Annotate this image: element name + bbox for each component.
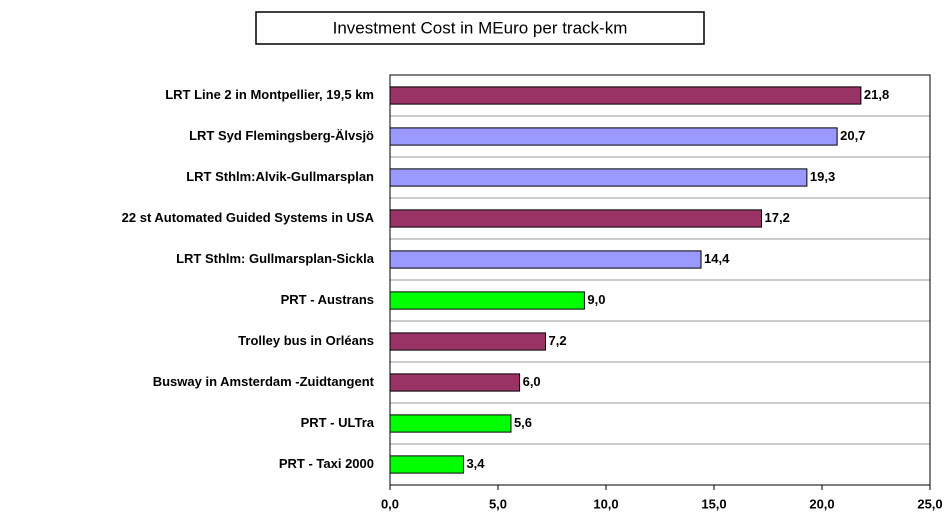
value-label: 3,4 bbox=[466, 456, 485, 471]
bar bbox=[389, 127, 838, 146]
category-label: LRT Syd Flemingsberg-Älvsjö bbox=[189, 128, 374, 143]
x-tick-label: 20,0 bbox=[809, 496, 834, 511]
value-label: 5,6 bbox=[514, 415, 532, 430]
value-label: 6,0 bbox=[523, 374, 541, 389]
bar bbox=[389, 168, 808, 187]
category-label: 22 st Automated Guided Systems in USA bbox=[122, 210, 375, 225]
value-label: 14,4 bbox=[704, 251, 730, 266]
category-label: LRT Line 2 in Montpellier, 19,5 km bbox=[165, 87, 374, 102]
category-label: Busway in Amsterdam -Zuidtangent bbox=[153, 374, 375, 389]
category-label: Trolley bus in Orléans bbox=[238, 333, 374, 348]
bar bbox=[389, 373, 521, 392]
category-label: PRT - Taxi 2000 bbox=[279, 456, 374, 471]
x-tick-label: 0,0 bbox=[381, 496, 399, 511]
title-box bbox=[255, 11, 705, 45]
chart-title: Investment Cost in MEuro per track-km bbox=[333, 18, 628, 37]
category-label: PRT - Austrans bbox=[281, 292, 374, 307]
bar bbox=[389, 86, 862, 105]
bar bbox=[389, 291, 585, 310]
value-label: 7,2 bbox=[549, 333, 567, 348]
value-label: 20,7 bbox=[840, 128, 865, 143]
plot-frame bbox=[389, 74, 931, 486]
x-tick-label: 5,0 bbox=[489, 496, 507, 511]
value-label: 21,8 bbox=[864, 87, 889, 102]
value-label: 19,3 bbox=[810, 169, 835, 184]
bar bbox=[389, 250, 702, 269]
bar bbox=[389, 332, 547, 351]
value-label: 9,0 bbox=[587, 292, 605, 307]
x-tick-label: 25,0 bbox=[917, 496, 942, 511]
bar bbox=[389, 209, 763, 228]
x-tick-label: 10,0 bbox=[593, 496, 618, 511]
category-label: LRT Sthlm: Gullmarsplan-Sickla bbox=[176, 251, 375, 266]
bar bbox=[389, 455, 464, 474]
bar bbox=[389, 414, 512, 433]
category-label: PRT - ULTra bbox=[301, 415, 375, 430]
x-tick-label: 15,0 bbox=[701, 496, 726, 511]
category-label: LRT Sthlm:Alvik-Gullmarsplan bbox=[186, 169, 374, 184]
value-label: 17,2 bbox=[765, 210, 790, 225]
